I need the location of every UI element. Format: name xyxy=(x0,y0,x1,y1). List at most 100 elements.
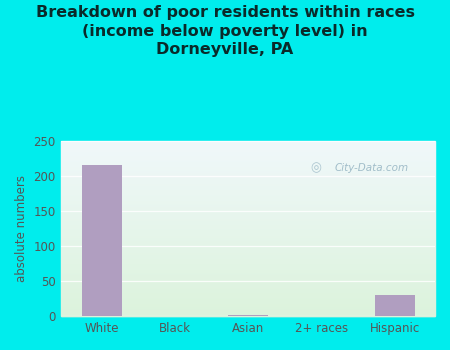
Bar xyxy=(61,266,435,267)
Bar xyxy=(61,192,435,193)
Bar xyxy=(61,172,435,173)
Bar xyxy=(61,303,435,304)
Bar xyxy=(61,250,435,251)
Bar xyxy=(61,166,435,167)
Bar xyxy=(61,312,435,313)
Bar xyxy=(61,225,435,226)
Bar xyxy=(61,290,435,291)
Bar xyxy=(61,216,435,217)
Bar xyxy=(61,296,435,297)
Bar xyxy=(61,234,435,235)
Bar xyxy=(61,170,435,171)
Bar xyxy=(61,279,435,280)
Bar xyxy=(61,269,435,270)
Bar xyxy=(61,167,435,168)
Bar xyxy=(61,306,435,307)
Bar xyxy=(61,274,435,275)
Bar xyxy=(61,242,435,243)
Bar xyxy=(61,241,435,242)
Bar xyxy=(61,158,435,159)
Bar xyxy=(61,283,435,284)
Bar xyxy=(61,293,435,294)
Text: ◎: ◎ xyxy=(310,161,321,174)
Bar xyxy=(61,141,435,142)
Bar xyxy=(61,298,435,299)
Bar xyxy=(61,231,435,232)
Bar xyxy=(61,280,435,281)
Bar xyxy=(81,165,122,316)
Bar xyxy=(61,193,435,194)
Bar xyxy=(61,309,435,310)
Bar xyxy=(61,267,435,268)
Bar xyxy=(61,268,435,269)
Bar xyxy=(61,153,435,154)
Bar xyxy=(61,187,435,188)
Bar xyxy=(61,289,435,290)
Bar xyxy=(61,272,435,273)
Bar xyxy=(61,305,435,306)
Bar xyxy=(61,191,435,192)
Bar xyxy=(61,148,435,149)
Bar xyxy=(61,299,435,300)
Bar xyxy=(61,224,435,225)
Bar xyxy=(61,196,435,197)
Bar xyxy=(61,147,435,148)
Bar xyxy=(61,210,435,211)
Bar xyxy=(61,219,435,220)
Bar xyxy=(61,245,435,246)
Bar xyxy=(61,271,435,272)
Bar xyxy=(61,152,435,153)
Bar xyxy=(61,213,435,214)
Bar xyxy=(61,232,435,233)
Bar xyxy=(61,204,435,205)
Bar xyxy=(61,155,435,156)
Bar xyxy=(61,189,435,190)
Bar xyxy=(61,227,435,228)
Bar xyxy=(61,297,435,298)
Bar xyxy=(61,294,435,295)
Bar xyxy=(61,145,435,146)
Bar xyxy=(61,261,435,262)
Bar xyxy=(61,184,435,185)
Bar xyxy=(61,259,435,260)
Bar xyxy=(61,222,435,223)
Bar xyxy=(61,162,435,163)
Bar xyxy=(61,201,435,202)
Bar xyxy=(61,220,435,221)
Bar xyxy=(61,178,435,179)
Bar xyxy=(61,188,435,189)
Bar xyxy=(61,163,435,164)
Bar xyxy=(61,282,435,283)
Bar xyxy=(61,179,435,180)
Bar xyxy=(61,183,435,184)
Bar xyxy=(61,161,435,162)
Bar xyxy=(61,212,435,213)
Bar xyxy=(61,315,435,316)
Bar xyxy=(61,260,435,261)
Bar xyxy=(61,149,435,150)
Bar xyxy=(61,208,435,209)
Bar xyxy=(61,307,435,308)
Bar xyxy=(61,313,435,314)
Bar xyxy=(61,286,435,287)
Text: City-Data.com: City-Data.com xyxy=(334,163,408,173)
Bar xyxy=(61,240,435,241)
Bar xyxy=(61,304,435,305)
Bar xyxy=(61,311,435,312)
Bar xyxy=(61,263,435,264)
Bar xyxy=(61,301,435,302)
Bar xyxy=(61,207,435,208)
Bar xyxy=(61,209,435,210)
Bar xyxy=(61,238,435,239)
Bar xyxy=(61,168,435,169)
Bar xyxy=(61,237,435,238)
Bar xyxy=(61,275,435,276)
Bar xyxy=(61,230,435,231)
Bar xyxy=(61,143,435,144)
Bar xyxy=(61,270,435,271)
Bar xyxy=(61,253,435,254)
Y-axis label: absolute numbers: absolute numbers xyxy=(15,175,28,282)
Bar xyxy=(61,175,435,176)
Text: Breakdown of poor residents within races
(income below poverty level) in
Dorneyv: Breakdown of poor residents within races… xyxy=(36,5,414,57)
Bar xyxy=(61,277,435,278)
